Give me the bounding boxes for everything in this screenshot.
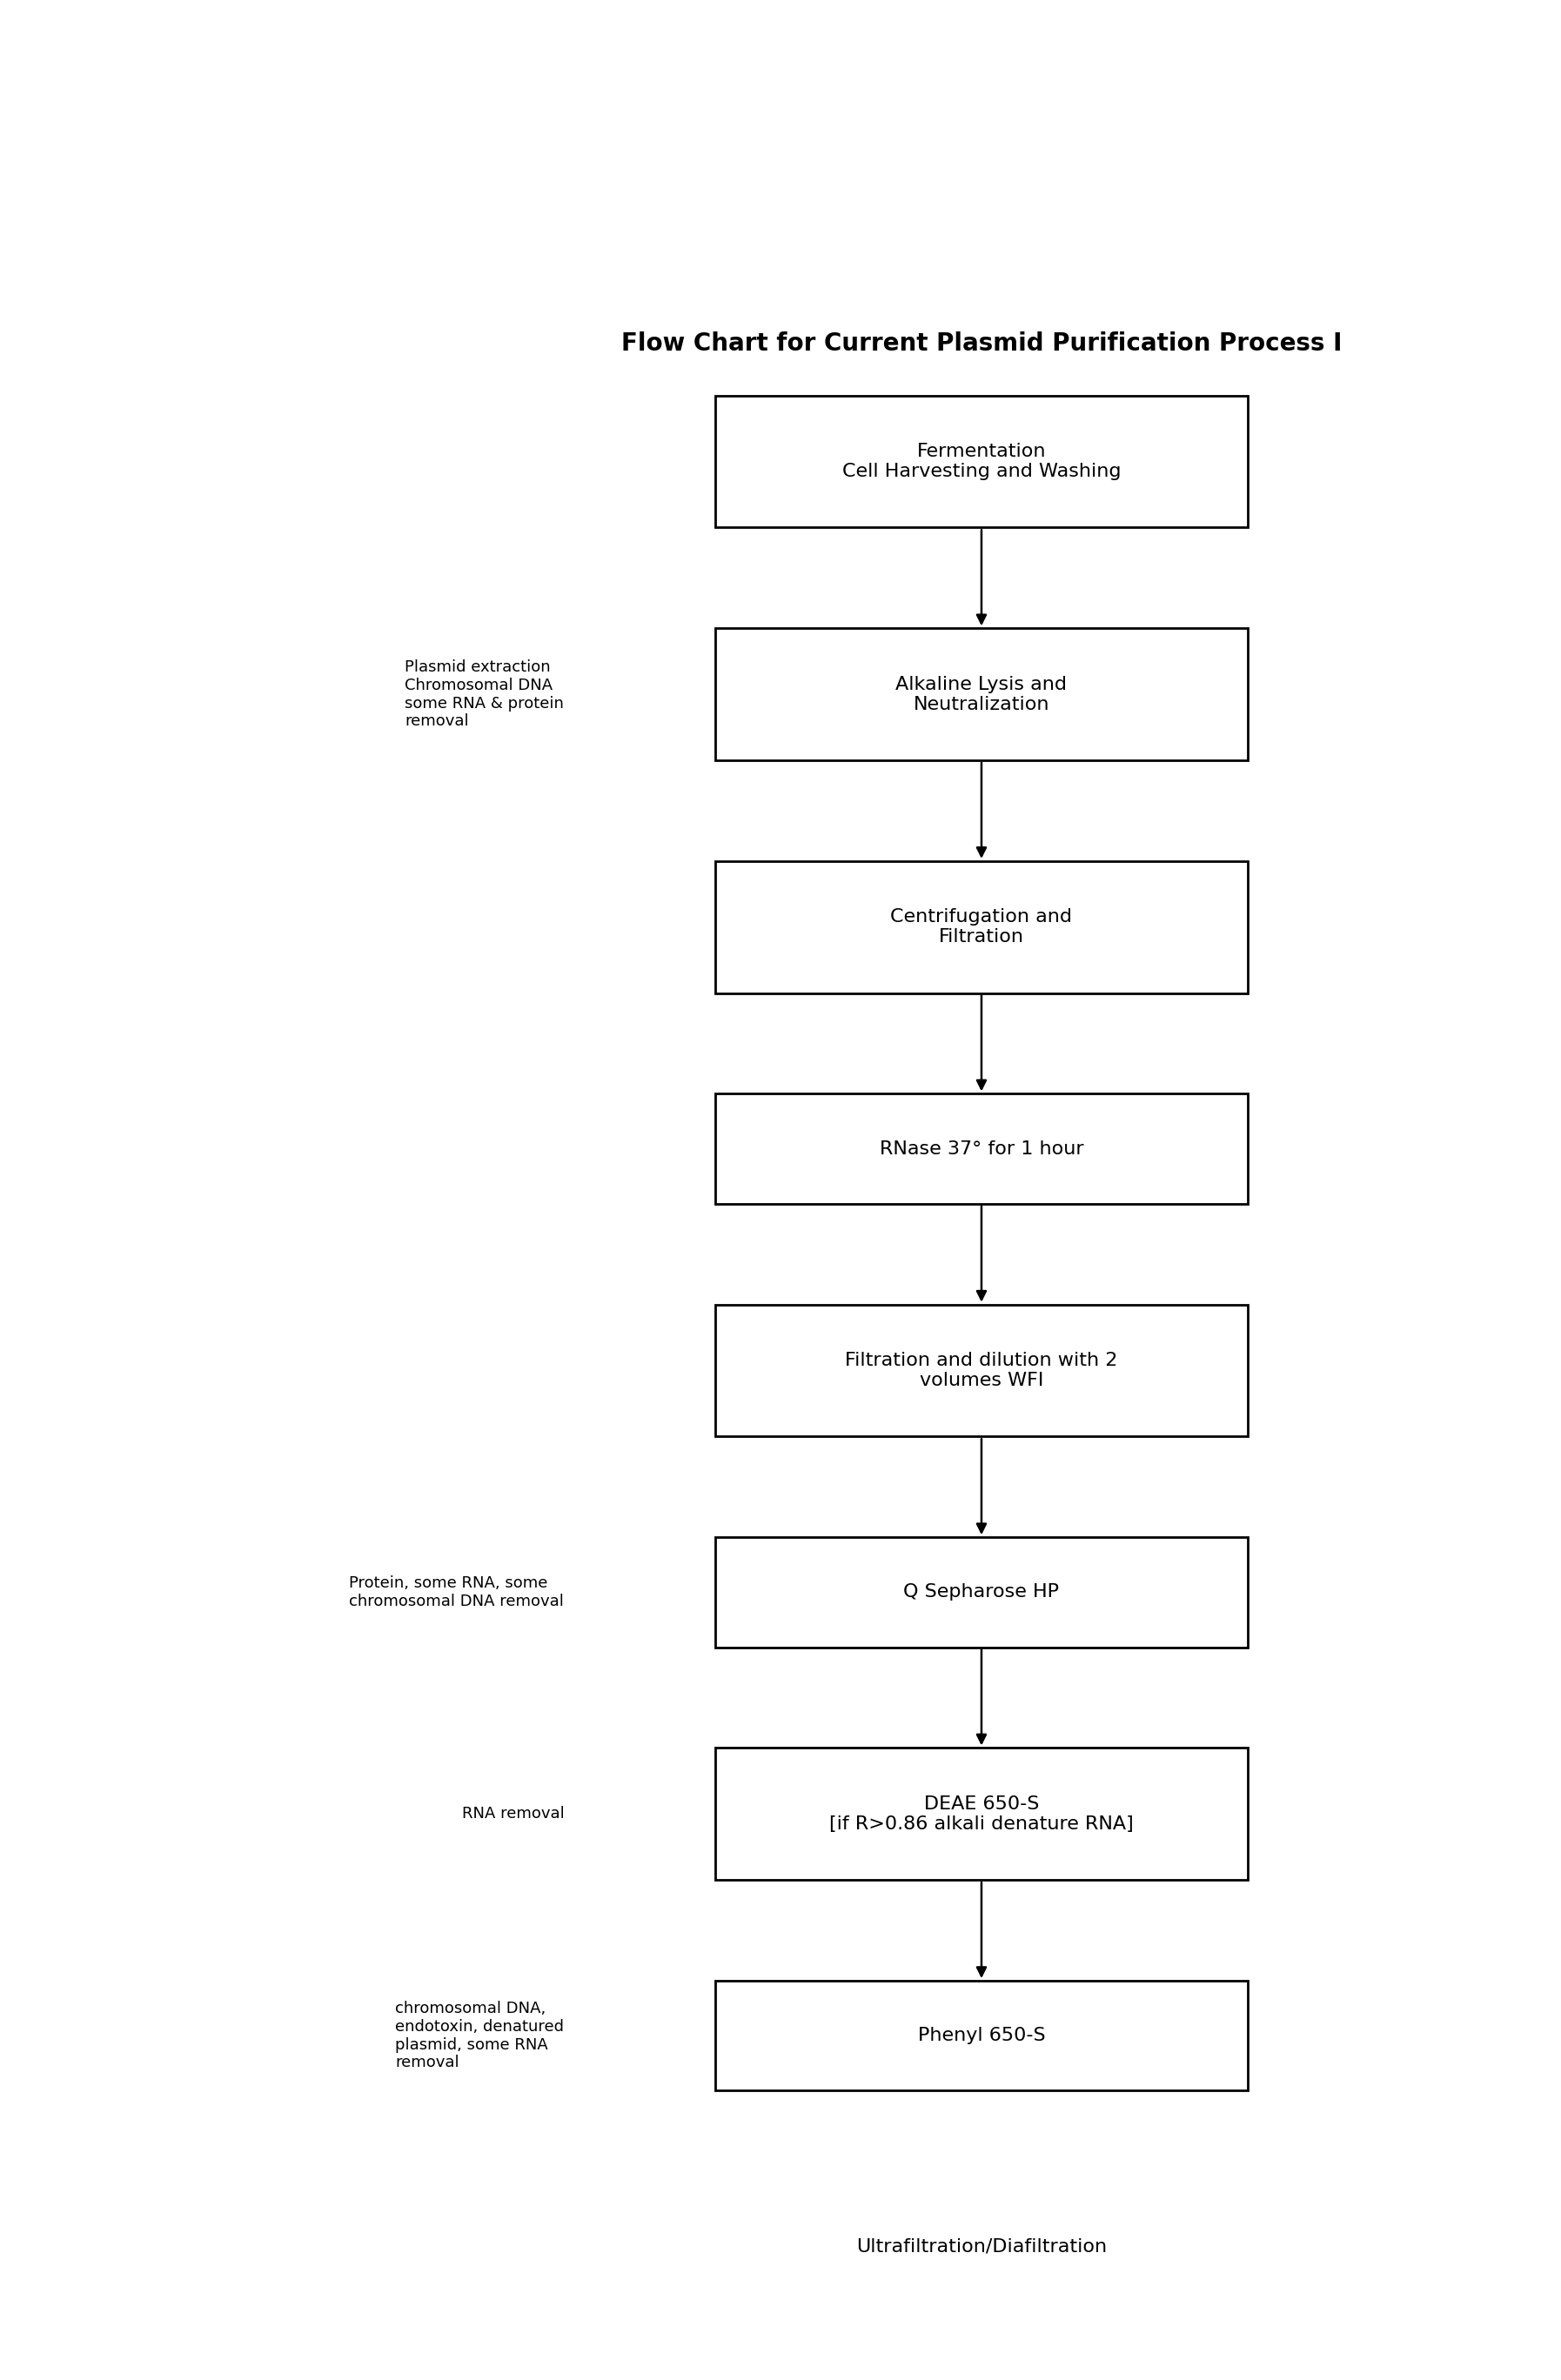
FancyBboxPatch shape xyxy=(715,628,1247,759)
FancyBboxPatch shape xyxy=(715,1980,1247,2090)
FancyBboxPatch shape xyxy=(715,1095,1247,1204)
Text: Protein, some RNA, some
chromosomal DNA removal: Protein, some RNA, some chromosomal DNA … xyxy=(350,1576,564,1609)
FancyBboxPatch shape xyxy=(715,1304,1247,1438)
Text: Flow Chart for Current Plasmid Purification Process I: Flow Chart for Current Plasmid Purificat… xyxy=(621,331,1342,355)
Text: Ultrafiltration/Diafiltration: Ultrafiltration/Diafiltration xyxy=(855,2237,1107,2256)
Text: Filtration and dilution with 2
volumes WFI: Filtration and dilution with 2 volumes W… xyxy=(845,1352,1118,1390)
Text: Fermentation
Cell Harvesting and Washing: Fermentation Cell Harvesting and Washing xyxy=(841,443,1121,481)
Text: Q Sepharose HP: Q Sepharose HP xyxy=(904,1583,1060,1602)
Text: Phenyl 650-S: Phenyl 650-S xyxy=(918,2028,1046,2044)
FancyBboxPatch shape xyxy=(715,1537,1247,1647)
Text: Plasmid extraction
Chromosomal DNA
some RNA & protein
removal: Plasmid extraction Chromosomal DNA some … xyxy=(404,659,564,728)
FancyBboxPatch shape xyxy=(715,395,1247,528)
Text: RNase 37° for 1 hour: RNase 37° for 1 hour xyxy=(879,1140,1083,1157)
Text: Centrifugation and
Filtration: Centrifugation and Filtration xyxy=(891,909,1072,945)
FancyBboxPatch shape xyxy=(715,2192,1247,2301)
FancyBboxPatch shape xyxy=(715,862,1247,992)
Text: chromosomal DNA,
endotoxin, denatured
plasmid, some RNA
removal: chromosomal DNA, endotoxin, denatured pl… xyxy=(395,2002,564,2071)
Text: Alkaline Lysis and
Neutralization: Alkaline Lysis and Neutralization xyxy=(896,676,1068,714)
Text: RNA removal: RNA removal xyxy=(462,1806,564,1821)
FancyBboxPatch shape xyxy=(715,1747,1247,1880)
Text: DEAE 650-S
[if R>0.86 alkali denature RNA]: DEAE 650-S [if R>0.86 alkali denature RN… xyxy=(829,1795,1133,1833)
